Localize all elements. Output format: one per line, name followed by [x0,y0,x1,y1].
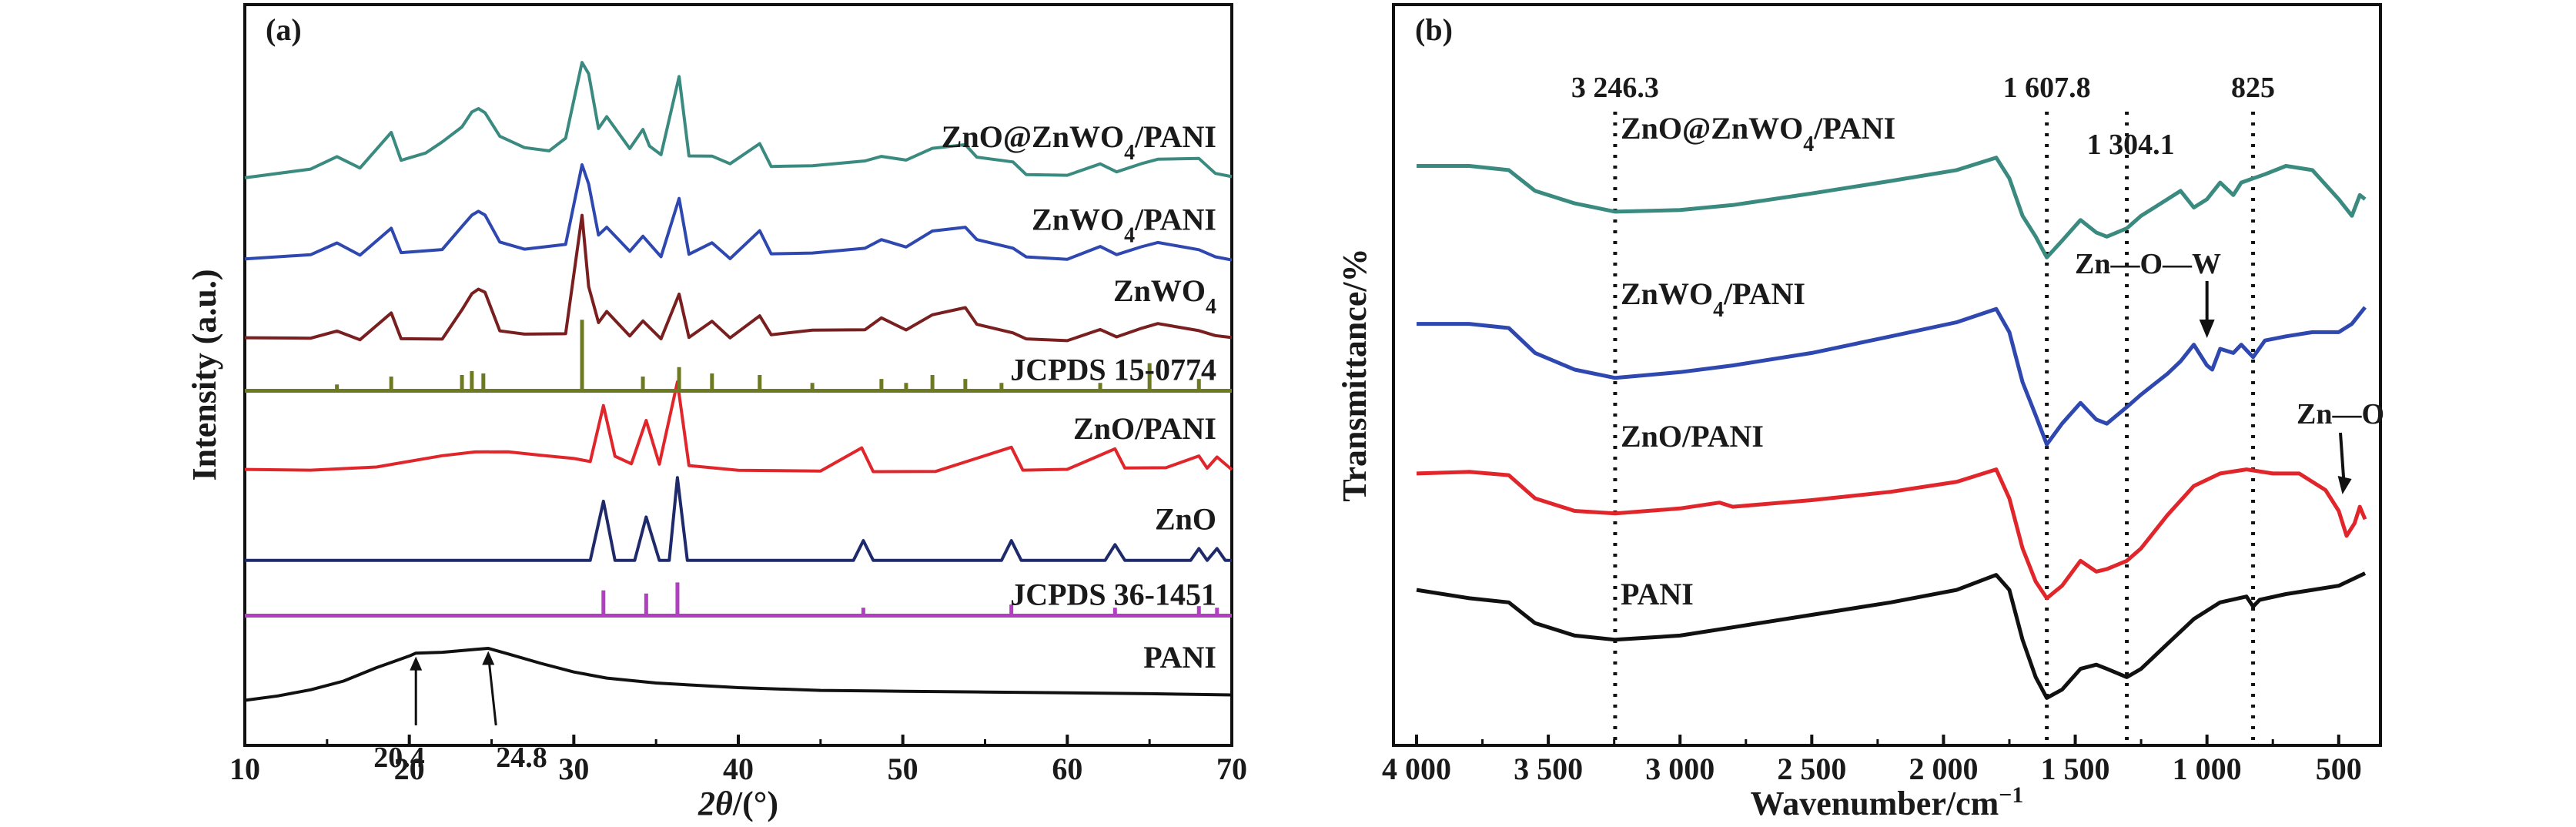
x-tick-label: 30 [558,752,589,786]
series-label: ZnO/PANI [1621,419,1764,454]
xrd-series-line [245,476,1232,562]
reference-label: JCPDS 15-0774 [1010,352,1216,387]
panel-b-x-axis-title: Wavenumber/cm−1 [1751,782,2024,823]
ftir-series-line [1417,306,2367,447]
x-tick-label: 3 000 [1645,752,1715,786]
annotation-arrowhead [2337,476,2352,494]
annotation-arrow [487,654,497,726]
panel-b-series-group [1416,156,2367,700]
series-label: ZnO/PANI [1073,411,1216,446]
x-tick-label: 1 000 [2173,752,2242,786]
x-tick-label: 3 500 [1514,752,1583,786]
x-title-theta: 2θ [698,785,733,822]
panel-a-letter: (a) [266,12,302,47]
reference-label: JCPDS 36-1451 [1010,577,1216,611]
x-tick-label: 2 500 [1777,752,1846,786]
panel-a-reference-group: JCPDS 15-0774 JCPDS 36-1451 [245,320,1232,618]
panel-a-series-labels: ZnO@ZnWO4/PANI ZnWO4/PANI ZnWO4 ZnO/PANI ZnO… [942,119,1216,675]
panel-a-annotations: 20.4 24.8 [373,651,547,774]
series-label: ZnO [1155,502,1216,537]
panel-b-series-labels: ZnO@ZnWO4/PANI ZnWO4/PANI ZnO/PANI PANI [1621,111,1895,611]
reference-line-label: 1 607.8 [2003,72,2091,104]
x-tick-label: 50 [888,752,918,786]
x-tick-label: 60 [1052,752,1082,786]
panel-b-frame [1392,3,2382,747]
x-tick-label: 20 [394,752,425,786]
x-tick-label: 10 [229,752,260,786]
annotation-zn-o: Zn—O [2297,398,2384,430]
reference-line-label: 825 [2231,72,2275,104]
series-label: ZnWO4 [1113,273,1216,319]
ftir-series-line [1416,467,2367,601]
panel-b-letter: (b) [1415,12,1453,47]
ftir-series-line [1416,571,2367,700]
series-label: ZnO@ZnWO4/PANI [942,119,1216,165]
annotation-zn-o-w: Zn—O—W [2075,248,2221,280]
ftir-series-line [1417,156,2367,259]
series-label: ZnWO4/PANI [1621,276,1805,322]
panel-a-x-axis-title: 2θ/(°) [698,785,778,822]
panel-b-ftir-chart: (b) 3 246.3 1 607.8 1 304.1 825 4 000 3 500 3… [1336,3,2384,823]
annotation-label: 20.4 [373,742,425,774]
annotation-arrow [2339,432,2346,484]
series-label: ZnO@ZnWO4/PANI [1621,111,1895,156]
panel-a-y-axis-title: Intensity (a.u.) [186,269,223,480]
xrd-series-line [244,163,1233,262]
panel-b-y-axis-title: Transmittance/% [1336,248,1373,501]
x-tick-label: 500 [2316,752,2362,786]
series-label: ZnWO4/PANI [1032,202,1216,247]
xrd-series-line [244,61,1233,179]
annotation-label: 24.8 [496,742,547,774]
panel-b-annotations: Zn—O—W Zn—O [2075,248,2384,494]
x-title-text: Wavenumber/cm [1751,785,1999,822]
panel-a-x-ticks: 10 20 30 40 50 60 70 [229,735,1247,786]
x-title-exponent: −1 [1999,782,2023,808]
xrd-series-line [244,213,1233,343]
x-tick-label: 40 [723,752,754,786]
annotation-arrowhead [2199,320,2215,338]
reference-line-label: 3 246.3 [1571,72,1659,104]
xrd-series-line [244,380,1233,474]
panel-a-series-group [244,61,1233,702]
x-title-unit: /(°) [732,785,778,822]
reference-line-label: 1 304.1 [2087,129,2175,161]
series-label: PANI [1621,577,1694,611]
x-tick-label: 70 [1216,752,1247,786]
x-tick-label: 2 000 [1909,752,1978,786]
x-tick-label: 4 000 [1382,752,1451,786]
panel-a-xrd-chart: (a) JCPDS 15-0774 JCPDS 36-1451 10 20 30 40 5… [186,3,1247,822]
panel-b-reference-lines: 3 246.3 1 607.8 1 304.1 825 [1571,72,2275,745]
annotation-arrowhead [482,651,495,665]
xrd-series-line [244,647,1233,702]
panel-b-x-ticks: 4 000 3 500 3 000 2 500 2 000 1 500 1 000 500 [1382,735,2362,786]
x-tick-label: 1 500 [2041,752,2110,786]
series-label: PANI [1143,640,1216,675]
annotation-arrowhead [410,656,423,671]
